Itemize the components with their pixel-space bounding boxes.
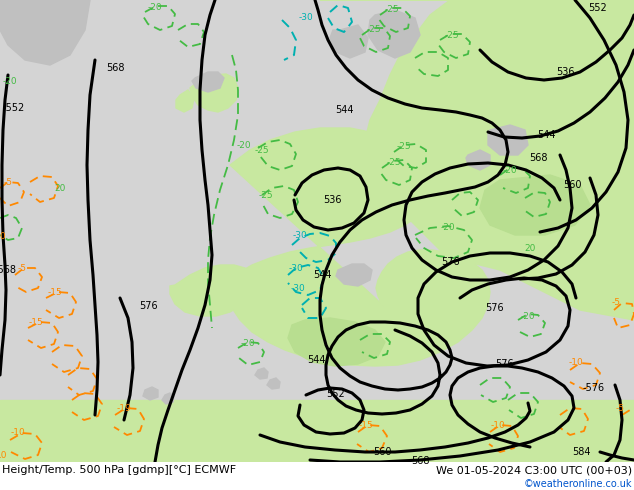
Text: -25: -25	[444, 30, 459, 40]
Text: 20: 20	[55, 183, 66, 193]
Text: Height/Temp. 500 hPa [gdmp][°C] ECMWF: Height/Temp. 500 hPa [gdmp][°C] ECMWF	[2, 465, 236, 475]
Polygon shape	[488, 125, 528, 155]
Polygon shape	[466, 150, 490, 170]
Text: -20: -20	[441, 222, 455, 231]
Polygon shape	[336, 264, 372, 286]
Polygon shape	[368, 10, 420, 58]
Text: -25: -25	[387, 157, 401, 167]
Text: -25: -25	[385, 5, 399, 15]
Text: 20: 20	[524, 244, 536, 252]
Text: -30: -30	[290, 284, 306, 293]
Polygon shape	[143, 387, 158, 400]
Polygon shape	[228, 128, 490, 366]
Text: -15: -15	[359, 420, 373, 430]
Text: -568: -568	[0, 265, 17, 275]
Text: -5: -5	[18, 264, 27, 272]
Text: -15: -15	[48, 288, 62, 296]
Polygon shape	[255, 368, 268, 379]
Text: ©weatheronline.co.uk: ©weatheronline.co.uk	[524, 479, 632, 489]
Text: 576: 576	[139, 301, 157, 311]
Text: We 01-05-2024 C3:00 UTC (00+03): We 01-05-2024 C3:00 UTC (00+03)	[436, 465, 632, 475]
Polygon shape	[162, 393, 174, 404]
Text: -15: -15	[29, 318, 43, 326]
Text: -19: -19	[117, 403, 131, 413]
Text: 560: 560	[563, 180, 581, 190]
Text: 536: 536	[323, 195, 341, 205]
Polygon shape	[170, 265, 254, 316]
Text: 568: 568	[106, 63, 124, 73]
Text: 560: 560	[373, 447, 391, 457]
Polygon shape	[340, 295, 372, 345]
Text: -5: -5	[4, 177, 13, 187]
Text: 576: 576	[441, 257, 459, 267]
Polygon shape	[267, 378, 280, 389]
Polygon shape	[0, 0, 634, 462]
Text: -20: -20	[236, 141, 251, 149]
Text: -552: -552	[3, 103, 25, 113]
Text: 584: 584	[572, 447, 590, 457]
Text: 568: 568	[529, 153, 547, 163]
Text: -576: -576	[583, 383, 605, 393]
Text: -30: -30	[288, 264, 304, 272]
Text: -5: -5	[612, 297, 621, 307]
Text: -20: -20	[503, 166, 517, 174]
Text: 552: 552	[327, 389, 346, 399]
Text: -20: -20	[148, 2, 162, 11]
Text: -20: -20	[3, 77, 17, 87]
Text: -10: -10	[491, 420, 505, 430]
Polygon shape	[190, 74, 238, 112]
Polygon shape	[480, 175, 590, 235]
Text: -20: -20	[241, 339, 256, 347]
Text: -10: -10	[11, 427, 25, 437]
Polygon shape	[176, 90, 194, 112]
Text: -20: -20	[521, 312, 535, 320]
Text: -10: -10	[569, 358, 583, 367]
Text: 576: 576	[484, 303, 503, 313]
Text: -5: -5	[616, 403, 624, 413]
Text: 544: 544	[307, 355, 325, 365]
Polygon shape	[330, 25, 368, 58]
Polygon shape	[192, 72, 224, 92]
Polygon shape	[320, 0, 634, 320]
Text: 536: 536	[556, 67, 574, 77]
Text: 552: 552	[588, 3, 607, 13]
Text: 10: 10	[0, 450, 8, 460]
Polygon shape	[0, 0, 90, 65]
Polygon shape	[0, 400, 634, 462]
Polygon shape	[288, 318, 385, 366]
Text: -25: -25	[255, 146, 269, 154]
Text: 0: 0	[0, 231, 5, 241]
Text: 544: 544	[537, 130, 555, 140]
Text: -30: -30	[293, 230, 307, 240]
Text: 568: 568	[411, 456, 429, 466]
Text: -25: -25	[366, 25, 381, 34]
Text: -25: -25	[259, 191, 273, 199]
Text: 576: 576	[496, 359, 514, 369]
Text: -25: -25	[397, 142, 411, 150]
Text: -30: -30	[299, 14, 313, 23]
Text: 544: 544	[313, 270, 331, 280]
Text: 544: 544	[335, 105, 353, 115]
